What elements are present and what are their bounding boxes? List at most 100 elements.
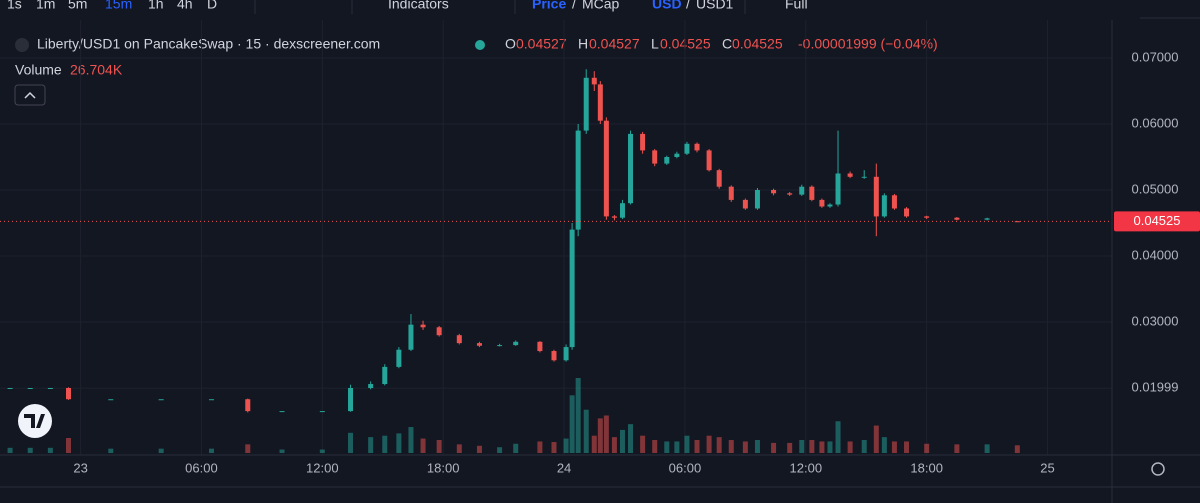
volume-bar xyxy=(583,409,589,453)
indicators-button[interactable]: Indicators xyxy=(388,0,449,12)
x-tick-label: 25 xyxy=(1040,460,1054,475)
candle-body xyxy=(809,186,815,200)
candle-body xyxy=(799,186,805,195)
volume-bar xyxy=(420,438,426,453)
toolbar: Indicators Price / MCap USD / USD1 Full … xyxy=(7,0,1200,19)
plot-area: 0.01999 0.03000 0.04000 0.05000 0.06000 0.070… xyxy=(0,20,1200,475)
volume-bar xyxy=(436,440,442,453)
volume-bar xyxy=(984,444,990,453)
candle-body xyxy=(575,130,581,230)
mcap-toggle[interactable]: MCap xyxy=(582,0,620,12)
logo-mark xyxy=(24,414,45,428)
volume-bar xyxy=(809,440,815,453)
volume-bar xyxy=(787,442,793,453)
interval-button[interactable]: 4h xyxy=(177,0,193,12)
y-tick-label: 0.07000 xyxy=(1132,49,1179,64)
y-tick-label: 0.04000 xyxy=(1132,247,1179,262)
candle-body xyxy=(611,216,617,218)
candle-body xyxy=(716,170,722,187)
volume-bar xyxy=(209,448,215,453)
volume-bar xyxy=(497,447,503,453)
candle-body xyxy=(603,120,609,217)
volume-bar xyxy=(368,437,374,453)
y-tick-label: 0.03000 xyxy=(1132,313,1179,328)
volume-bar xyxy=(7,447,13,453)
volume-bar xyxy=(706,435,712,453)
x-tick-label: 18:00 xyxy=(910,460,943,475)
candle-body xyxy=(209,399,215,401)
candle-body xyxy=(497,345,503,347)
candle-body xyxy=(694,143,700,151)
candle-body xyxy=(819,199,825,207)
ohlc-value: 0.04525 xyxy=(732,36,783,52)
last-price-label: 0.04525 xyxy=(1134,213,1181,228)
candle-body xyxy=(827,204,833,207)
price-toggle[interactable]: Price xyxy=(532,0,566,12)
volume-bar xyxy=(847,441,853,453)
volume-bar xyxy=(628,424,634,453)
volume-bar xyxy=(904,441,910,453)
candle-body xyxy=(456,335,462,344)
volume-bar xyxy=(754,440,760,453)
candle-body xyxy=(984,218,990,220)
volume-bar xyxy=(819,441,825,453)
candle-body xyxy=(835,173,841,205)
symbol-title: Liberty/USD1 on PancakeSwap · 15 · dexsc… xyxy=(37,36,380,52)
candle-body xyxy=(319,411,325,413)
candle-body xyxy=(569,229,575,348)
usd-toggle[interactable]: USD xyxy=(652,0,682,12)
volume-bar xyxy=(569,395,575,453)
volume-value: 26.704K xyxy=(70,62,123,78)
volume-bar xyxy=(861,440,867,453)
volume-bar xyxy=(611,437,617,453)
volume-bar xyxy=(348,432,354,453)
volume-bar xyxy=(158,448,164,453)
interval-button[interactable]: 15m xyxy=(105,0,132,12)
volume-bar xyxy=(476,445,482,453)
candle-body xyxy=(420,324,426,328)
volume-bar xyxy=(408,427,414,453)
volume-bar xyxy=(597,418,603,453)
candle-body xyxy=(476,343,482,346)
volume-bar xyxy=(563,438,569,453)
ohlc-key: O xyxy=(505,36,516,52)
volume-bar xyxy=(674,441,680,453)
change-value: -0.00001999 (−0.04%) xyxy=(798,36,938,52)
volume-bar xyxy=(684,435,690,453)
volume-key: Volume xyxy=(15,62,62,78)
candle-body xyxy=(348,388,354,412)
token-icon xyxy=(15,38,29,52)
volume-bar xyxy=(575,378,581,453)
candle-body xyxy=(664,156,670,164)
volume-bar xyxy=(537,441,543,453)
volume-bar xyxy=(881,437,887,453)
candle-body xyxy=(954,217,960,220)
candle-body xyxy=(513,341,519,346)
candle-body xyxy=(924,216,930,218)
volume-bar xyxy=(382,435,388,453)
interval-button[interactable]: 1h xyxy=(148,0,164,12)
candle-body xyxy=(1014,221,1020,223)
candle-body xyxy=(891,195,897,209)
interval-button[interactable]: 5m xyxy=(68,0,87,12)
usd1-toggle[interactable]: USD1 xyxy=(696,0,734,12)
x-tick-label: 06:00 xyxy=(185,460,218,475)
last-price-tag xyxy=(1114,211,1200,232)
fullscreen-button[interactable]: Full xyxy=(785,0,808,12)
candle-body xyxy=(396,349,402,367)
interval-button[interactable]: 1s xyxy=(7,0,22,12)
volume-bar xyxy=(513,443,519,453)
x-tick-label: 12:00 xyxy=(306,460,339,475)
volume-bar xyxy=(799,440,805,453)
volume-bar xyxy=(591,435,597,453)
candle-body xyxy=(640,133,646,151)
separator: / xyxy=(686,0,690,12)
volume-bar xyxy=(652,440,658,453)
collapse-button[interactable] xyxy=(14,84,46,106)
tv-logo xyxy=(18,404,52,438)
candle-body xyxy=(742,199,748,209)
volume-bar xyxy=(924,443,930,453)
interval-button[interactable]: 1m xyxy=(36,0,55,12)
interval-button[interactable]: D xyxy=(207,0,217,12)
settings-icon[interactable] xyxy=(1151,462,1165,476)
